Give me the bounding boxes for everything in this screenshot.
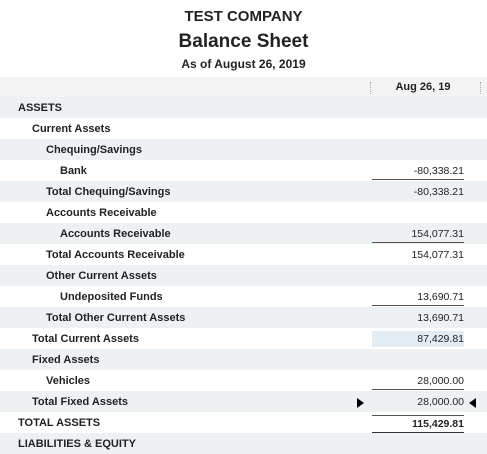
report-row[interactable]: Vehicles 28,000.00 — [0, 370, 487, 391]
row-value: 13,690.71 — [417, 312, 464, 324]
report-row[interactable]: Bank -80,338.21 — [0, 160, 487, 181]
row-label: Total Current Assets — [32, 333, 139, 345]
column-separator — [480, 82, 481, 94]
row-label: LIABILITIES & EQUITY — [18, 438, 136, 450]
report-row[interactable]: LIABILITIES & EQUITY — [0, 433, 487, 454]
report-row[interactable]: Undeposited Funds 13,690.71 — [0, 286, 487, 307]
page: TEST COMPANY Balance Sheet As of August … — [0, 8, 487, 454]
row-value: 87,429.81 — [372, 331, 464, 347]
report-row[interactable]: TOTAL ASSETS 115,429.81 — [0, 412, 487, 435]
row-value: 154,077.31 — [411, 249, 464, 261]
report-title: Balance Sheet — [178, 31, 309, 52]
report-row[interactable]: Total Accounts Receivable 154,077.31 — [0, 244, 487, 265]
row-label: Vehicles — [46, 375, 91, 387]
row-value: 28,000.00 — [417, 396, 464, 408]
row-value: -80,338.21 — [413, 186, 464, 198]
row-marker — [469, 398, 476, 408]
row-label: Total Chequing/Savings — [46, 186, 171, 198]
row-label: Total Other Current Assets — [46, 312, 186, 324]
row-label: Total Accounts Receivable — [46, 249, 185, 261]
column-header: Aug 26, 19 — [0, 77, 487, 98]
report-row[interactable]: Total Current Assets 87,429.81 — [0, 328, 487, 349]
report-row[interactable]: Current Assets — [0, 118, 487, 139]
report-row[interactable]: ASSETS — [0, 97, 487, 118]
row-label: Chequing/Savings — [46, 144, 142, 156]
row-label: Undeposited Funds — [60, 291, 163, 303]
report-row[interactable]: Accounts Receivable — [0, 202, 487, 223]
row-value: 28,000.00 — [372, 373, 464, 390]
report-row[interactable]: Total Fixed Assets 28,000.00 — [0, 391, 487, 412]
report-row[interactable]: Total Chequing/Savings -80,338.21 — [0, 181, 487, 202]
row-label: Other Current Assets — [46, 270, 157, 282]
row-label: ASSETS — [18, 102, 63, 114]
row-label: TOTAL ASSETS — [18, 417, 101, 429]
row-value: 13,690.71 — [372, 289, 464, 306]
row-label: Accounts Receivable — [46, 207, 157, 219]
report-row[interactable]: Total Other Current Assets 13,690.71 — [0, 307, 487, 328]
row-marker — [357, 398, 364, 408]
report-row[interactable]: Fixed Assets — [0, 349, 487, 370]
column-label[interactable]: Aug 26, 19 — [395, 81, 451, 93]
report-row[interactable]: Other Current Assets — [0, 265, 487, 286]
column-separator — [370, 82, 371, 94]
row-label: Bank — [60, 165, 87, 177]
row-label: Accounts Receivable — [60, 228, 171, 240]
row-label: Fixed Assets — [32, 354, 100, 366]
row-label: Total Fixed Assets — [32, 396, 128, 408]
row-value: -80,338.21 — [372, 163, 464, 180]
row-label: Current Assets — [32, 123, 111, 135]
row-value: 115,429.81 — [372, 415, 464, 435]
report-row[interactable]: Accounts Receivable 154,077.31 — [0, 223, 487, 244]
company-name: TEST COMPANY — [184, 8, 303, 25]
report-date: As of August 26, 2019 — [181, 57, 306, 71]
row-value: 154,077.31 — [372, 226, 464, 243]
report-row[interactable]: Chequing/Savings — [0, 139, 487, 160]
